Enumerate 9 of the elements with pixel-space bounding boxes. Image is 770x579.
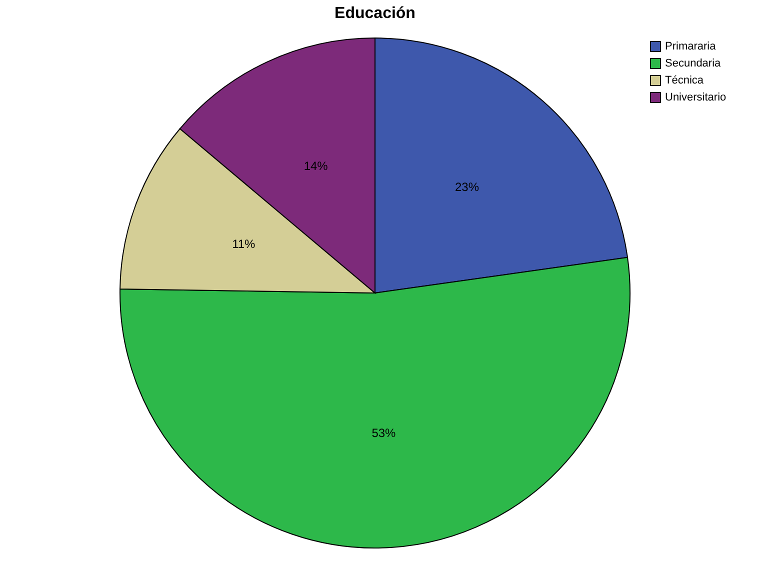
data-label: 14% <box>304 158 328 173</box>
legend-label: Universitario <box>665 92 726 104</box>
legend-label: Secundaria <box>665 58 722 70</box>
chart-title: Educación <box>334 5 416 22</box>
legend-label: Técnica <box>665 74 704 86</box>
data-label: 53% <box>372 426 396 440</box>
data-label: 11% <box>232 236 256 251</box>
legend-label: Primararia <box>665 40 717 52</box>
data-label: 23% <box>454 180 480 194</box>
